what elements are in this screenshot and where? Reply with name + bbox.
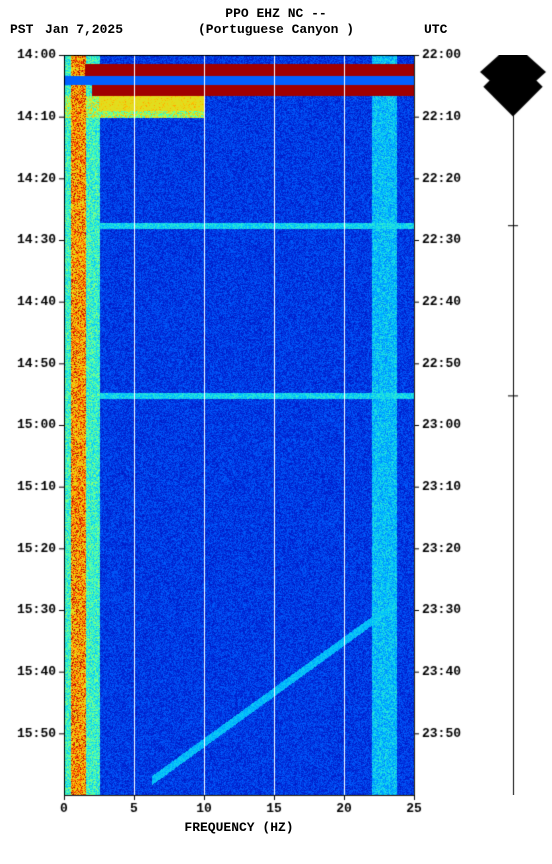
spectrogram-page: { "header":{ "line1":"PPO EHZ NC --", "l… [0,0,552,864]
axes-overlay [0,0,552,864]
x-axis-label: FREQUENCY (HZ) [64,820,414,835]
amplitude-trace [478,55,548,795]
